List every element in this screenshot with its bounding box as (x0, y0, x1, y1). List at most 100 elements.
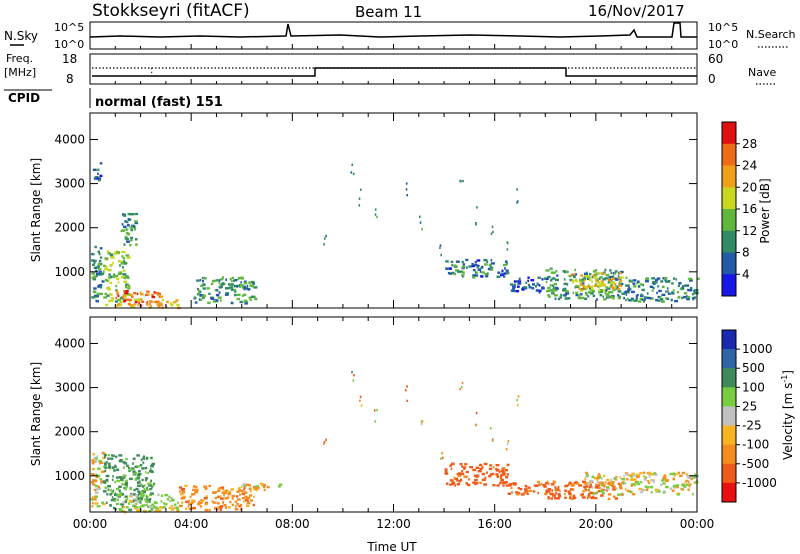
echo-cell (151, 484, 155, 488)
echo-cell (619, 280, 623, 283)
echo-cell (130, 295, 134, 298)
echo-cell (615, 287, 619, 290)
echo-cell (96, 292, 99, 296)
echo-cell (107, 485, 111, 488)
echo-cell (194, 490, 199, 494)
echo-cell (95, 274, 98, 278)
echo-cell (239, 285, 241, 288)
echo-cell (115, 508, 117, 511)
echo-cell (150, 304, 153, 308)
echo-cell (545, 280, 548, 284)
echo-cell (448, 267, 452, 270)
echo-cell (420, 420, 423, 423)
echo-cell (630, 476, 633, 479)
echo-cell (454, 484, 456, 487)
echo-cell (608, 481, 612, 485)
echo-cell (212, 279, 215, 283)
echo-cell (96, 272, 100, 276)
echo-cell (374, 420, 377, 423)
echo-cell (618, 271, 622, 275)
echo-cell (505, 269, 509, 272)
echo-cell (506, 442, 509, 446)
echo-cell (126, 256, 131, 259)
echo-cell (603, 298, 607, 301)
echo-cell (611, 281, 615, 284)
echo-cell (133, 292, 137, 295)
echo-cell (674, 299, 678, 303)
echo-cell (195, 485, 198, 489)
echo-cell (242, 483, 245, 486)
echo-cell (648, 481, 651, 485)
echo-cell (657, 299, 661, 302)
echo-cell (577, 294, 581, 297)
echo-cell (582, 480, 586, 483)
echo-cell (527, 279, 529, 283)
echo-cell (220, 497, 224, 500)
echo-cell (661, 293, 666, 297)
echo-cell (199, 501, 203, 505)
x-tick-label: 00:00 (73, 517, 108, 531)
velocity-label-close: ] (781, 370, 795, 375)
echo-cell (160, 494, 164, 497)
echo-cell (104, 267, 108, 271)
echo-cell (112, 454, 115, 457)
echo-cell (113, 273, 115, 276)
echo-cell (104, 455, 106, 459)
echo-cell (121, 509, 124, 512)
echo-cell (98, 273, 103, 276)
echo-cell (656, 490, 661, 493)
echo-cell (585, 293, 588, 296)
echo-cell (626, 478, 629, 481)
echo-cell (474, 423, 477, 426)
echo-cell (599, 294, 603, 297)
echo-cell (202, 294, 206, 297)
echo-cell (155, 292, 160, 295)
echo-cell (133, 488, 136, 492)
echo-cell (141, 467, 145, 470)
echo-cell (489, 427, 492, 430)
echo-cell (471, 262, 474, 266)
y-tick-label: 2000 (54, 221, 85, 235)
echo-cell (647, 471, 652, 475)
colorbar-tick-label: 1000 (742, 342, 773, 356)
echo-cell (694, 289, 699, 292)
echo-cell (488, 475, 492, 478)
echo-cell (119, 476, 123, 479)
echo-cell (136, 481, 140, 484)
echo-cell (218, 291, 221, 294)
echo-cell (486, 272, 489, 275)
echo-cell (680, 287, 684, 291)
echo-cell (163, 502, 168, 506)
echo-cell (106, 493, 109, 496)
echo-cell (594, 496, 598, 500)
echo-cell (578, 280, 582, 284)
echo-cell (154, 510, 158, 513)
echo-cell (132, 457, 136, 460)
echo-cell (231, 503, 234, 507)
echo-cell (150, 492, 154, 495)
echo-cell (679, 287, 682, 291)
echo-cell (567, 490, 571, 493)
echo-cell (441, 456, 444, 460)
echo-cell (677, 493, 680, 496)
echo-cell (127, 218, 130, 221)
echo-cell (567, 297, 571, 300)
echo-cell (591, 475, 595, 479)
echo-cell (615, 285, 619, 288)
echo-cell (489, 266, 494, 270)
echo-cell (146, 290, 150, 293)
echo-cell (502, 471, 506, 474)
echo-cell (133, 473, 137, 476)
echo-cell (483, 462, 488, 466)
echo-cell (477, 470, 482, 473)
echo-cell (451, 481, 454, 485)
echo-cell (323, 442, 325, 445)
echo-cell (234, 500, 238, 504)
echo-cell (588, 495, 591, 498)
echo-cell (681, 484, 685, 487)
echo-cell (675, 278, 677, 281)
echo-cell (476, 206, 478, 209)
echo-cell (240, 284, 244, 287)
echo-cell (607, 482, 610, 485)
echo-cell (123, 243, 126, 246)
